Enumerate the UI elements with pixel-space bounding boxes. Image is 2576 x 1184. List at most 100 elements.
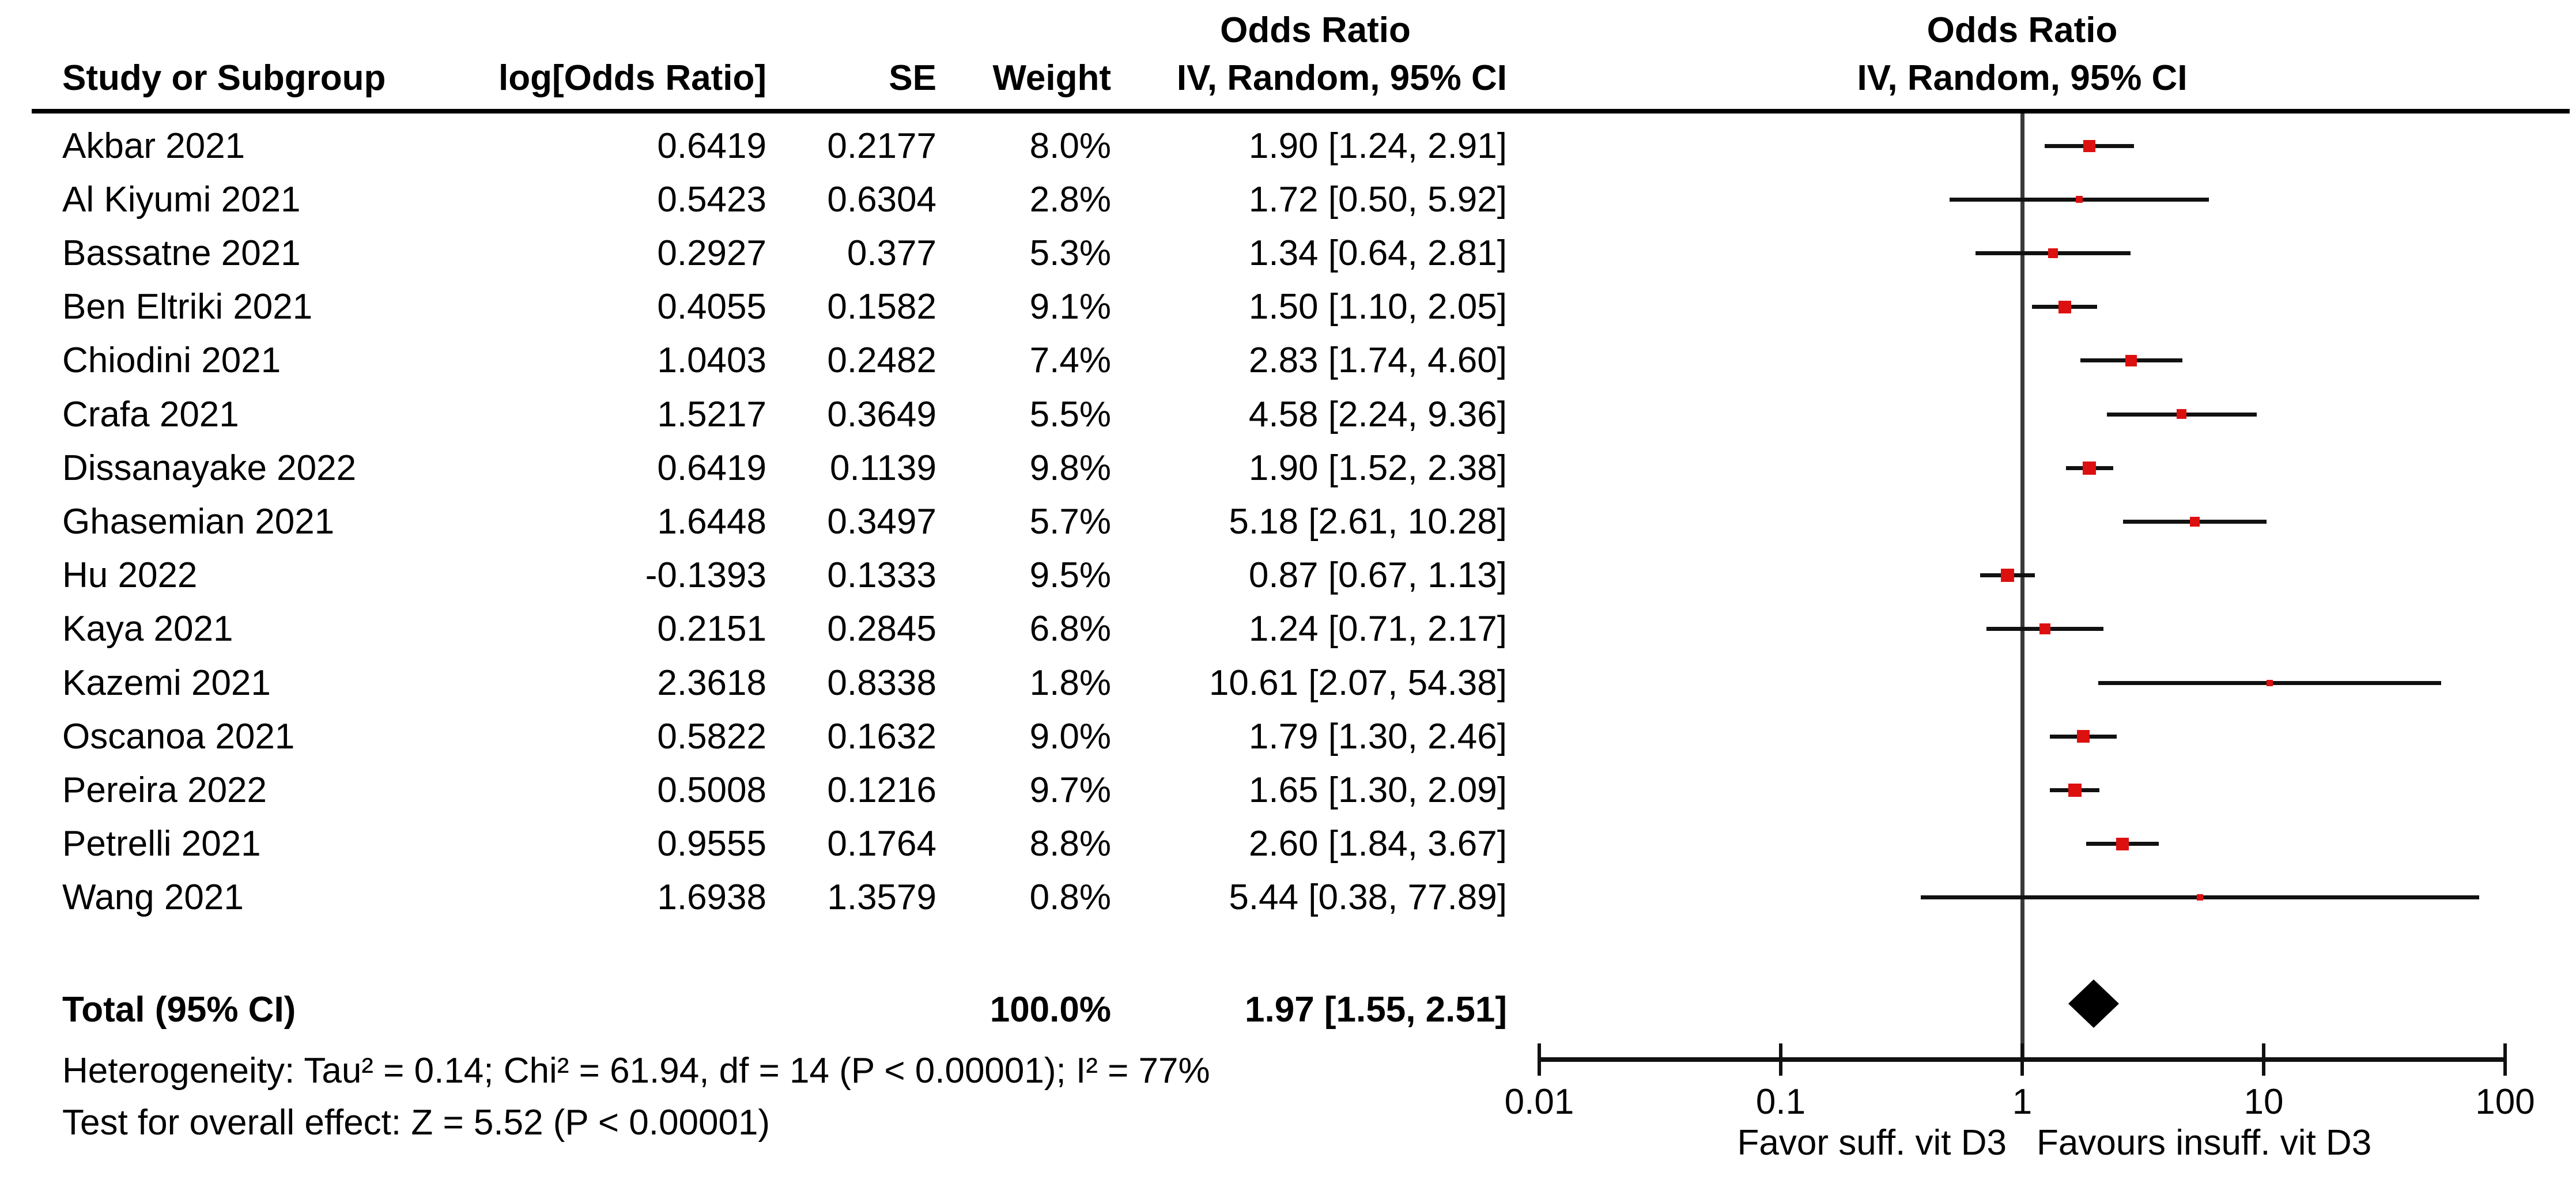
study-se: 0.2845	[827, 609, 936, 649]
study-log-odds-ratio: -0.1393	[645, 555, 766, 595]
study-effect-ci: 1.90 [1.52, 2.38]	[1248, 448, 1507, 488]
study-name: Petrelli 2021	[62, 824, 261, 864]
study-log-odds-ratio: 0.9555	[657, 824, 766, 864]
header-rule	[32, 109, 2570, 114]
study-effect-ci: 1.65 [1.30, 2.09]	[1248, 770, 1507, 810]
x-axis-tick	[2503, 1043, 2507, 1076]
study-weight: 8.0%	[1029, 126, 1111, 166]
study-weight: 5.5%	[1029, 395, 1111, 434]
effect-marker	[2077, 730, 2090, 743]
study-effect-ci: 4.58 [2.24, 9.36]	[1248, 395, 1507, 434]
study-name: Kaya 2021	[62, 609, 233, 649]
study-se: 0.1333	[827, 555, 936, 595]
study-effect-ci: 1.90 [1.24, 2.91]	[1248, 126, 1507, 166]
study-weight: 6.8%	[1029, 609, 1111, 649]
total-effect-ci: 1.97 [1.55, 2.51]	[1245, 990, 1507, 1030]
column-header-weight: Weight	[992, 58, 1112, 98]
x-axis-tick	[1538, 1043, 1541, 1076]
study-name: Oscanoa 2021	[62, 717, 295, 756]
study-effect-ci: 0.87 [0.67, 1.13]	[1248, 555, 1507, 595]
left-effect-title: Odds Ratio	[1220, 10, 1411, 50]
study-name: Crafa 2021	[62, 395, 239, 434]
column-header-log-odds-ratio: log[Odds Ratio]	[498, 58, 766, 98]
study-log-odds-ratio: 0.6419	[657, 126, 766, 166]
direction-label-right: Favours insuff. vit D3	[2037, 1123, 2372, 1163]
column-header-effect-ci: IV, Random, 95% CI	[1176, 58, 1507, 98]
effect-marker	[2197, 894, 2203, 901]
study-weight: 1.8%	[1029, 663, 1111, 703]
study-log-odds-ratio: 0.2151	[657, 609, 766, 649]
study-name: Kazemi 2021	[62, 663, 271, 703]
study-effect-ci: 1.34 [0.64, 2.81]	[1248, 233, 1507, 273]
study-log-odds-ratio: 1.6448	[657, 502, 766, 542]
study-name: Al Kiyumi 2021	[62, 180, 301, 220]
total-label: Total (95% CI)	[62, 990, 296, 1030]
study-log-odds-ratio: 0.2927	[657, 233, 766, 273]
study-se: 0.1216	[827, 770, 936, 810]
column-header-se: SE	[889, 58, 936, 98]
effect-marker	[2039, 623, 2050, 634]
total-weight: 100.0%	[989, 990, 1111, 1030]
study-weight: 2.8%	[1029, 180, 1111, 220]
right-effect-title: Odds Ratio	[1927, 10, 2118, 50]
effect-marker	[2190, 517, 2200, 527]
study-name: Bassatne 2021	[62, 233, 301, 273]
study-se: 0.1632	[827, 717, 936, 756]
study-weight: 8.8%	[1029, 824, 1111, 864]
study-effect-ci: 2.83 [1.74, 4.60]	[1248, 341, 1507, 380]
study-se: 0.3497	[827, 502, 936, 542]
study-effect-ci: 10.61 [2.07, 54.38]	[1208, 663, 1507, 703]
study-se: 0.6304	[827, 180, 936, 220]
effect-marker	[2076, 196, 2083, 203]
study-effect-ci: 1.24 [0.71, 2.17]	[1248, 609, 1507, 649]
effect-marker	[2083, 140, 2095, 152]
effect-marker	[2083, 462, 2096, 475]
study-effect-ci: 5.44 [0.38, 77.89]	[1229, 877, 1507, 917]
study-name: Ben Eltriki 2021	[62, 287, 313, 327]
study-log-odds-ratio: 0.4055	[657, 287, 766, 327]
study-log-odds-ratio: 0.6419	[657, 448, 766, 488]
study-effect-ci: 1.72 [0.50, 5.92]	[1248, 180, 1507, 220]
total-diamond	[2068, 979, 2119, 1028]
study-se: 1.3579	[827, 877, 936, 917]
study-se: 0.2177	[827, 126, 936, 166]
effect-marker	[2058, 301, 2071, 313]
study-name: Chiodini 2021	[62, 341, 281, 380]
x-axis-tick	[2020, 1043, 2024, 1076]
effect-marker	[2068, 784, 2082, 797]
column-header-study: Study or Subgroup	[62, 58, 386, 98]
study-log-odds-ratio: 1.0403	[657, 341, 766, 380]
effect-marker	[2048, 248, 2058, 258]
study-name: Akbar 2021	[62, 126, 245, 166]
x-axis-tick-label: 0.01	[1504, 1082, 1574, 1122]
study-weight: 9.8%	[1029, 448, 1111, 488]
effect-marker	[2267, 680, 2273, 686]
study-name: Hu 2022	[62, 555, 198, 595]
study-effect-ci: 1.79 [1.30, 2.46]	[1248, 717, 1507, 756]
plot-header-effect-ci: IV, Random, 95% CI	[1857, 58, 2188, 98]
study-se: 0.1764	[827, 824, 936, 864]
null-effect-line	[2020, 114, 2024, 1062]
study-name: Wang 2021	[62, 877, 244, 917]
study-se: 0.3649	[827, 395, 936, 434]
study-weight: 5.7%	[1029, 502, 1111, 542]
effect-marker	[2001, 569, 2014, 582]
overall-effect-text: Test for overall effect: Z = 5.52 (P < 0…	[62, 1103, 770, 1143]
study-effect-ci: 2.60 [1.84, 3.67]	[1248, 824, 1507, 864]
study-log-odds-ratio: 1.6938	[657, 877, 766, 917]
study-se: 0.2482	[827, 341, 936, 380]
effect-marker	[2125, 355, 2137, 366]
study-weight: 9.7%	[1029, 770, 1111, 810]
study-name: Ghasemian 2021	[62, 502, 335, 542]
study-se: 0.1582	[827, 287, 936, 327]
study-effect-ci: 1.50 [1.10, 2.05]	[1248, 287, 1507, 327]
study-effect-ci: 5.18 [2.61, 10.28]	[1229, 502, 1507, 542]
effect-marker	[2177, 409, 2186, 419]
study-name: Pereira 2022	[62, 770, 267, 810]
study-log-odds-ratio: 0.5822	[657, 717, 766, 756]
x-axis-tick-label: 10	[2243, 1082, 2284, 1122]
study-log-odds-ratio: 2.3618	[657, 663, 766, 703]
study-weight: 9.0%	[1029, 717, 1111, 756]
study-log-odds-ratio: 0.5008	[657, 770, 766, 810]
